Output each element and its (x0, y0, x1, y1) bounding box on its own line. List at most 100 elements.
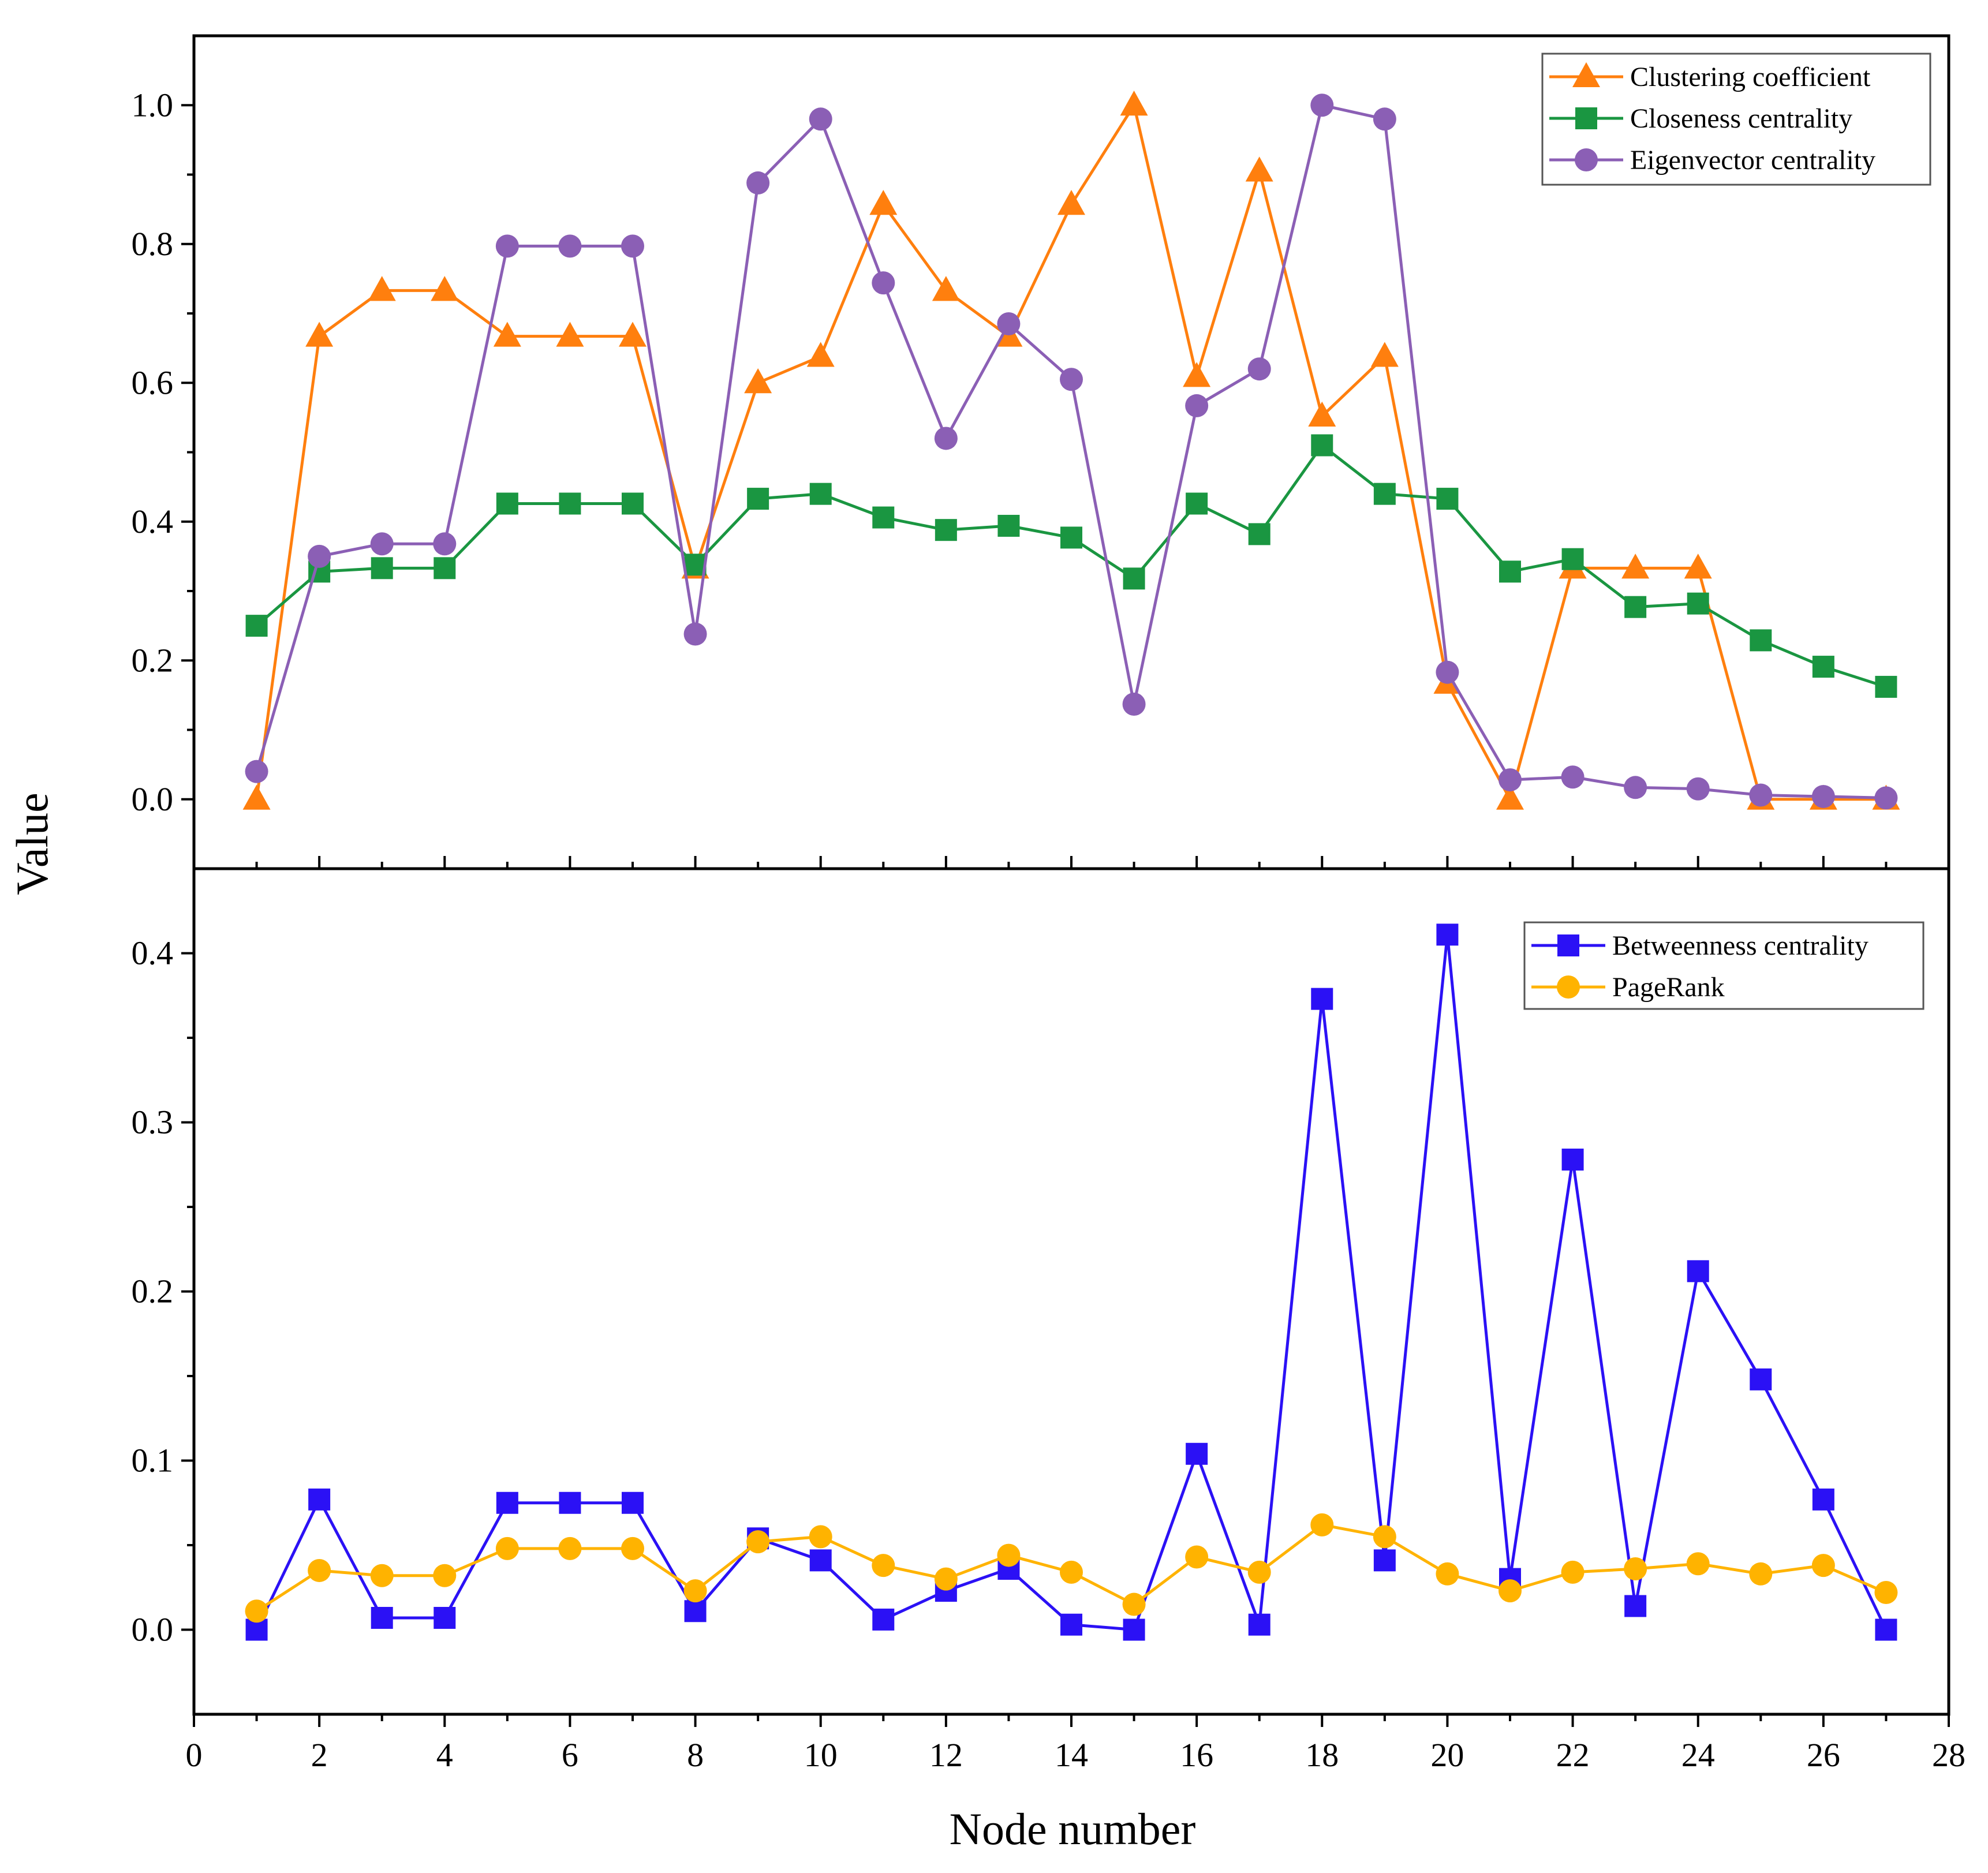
pagerank-point (621, 1536, 644, 1560)
closeness-centrality-point (371, 557, 393, 580)
x-tick-label: 20 (1430, 1736, 1464, 1774)
closeness-centrality-point (496, 492, 518, 515)
x-tick-label: 28 (1932, 1736, 1965, 1774)
pagerank-point (1436, 1562, 1459, 1586)
betweenness-centrality-point (308, 1488, 331, 1511)
x-tick-label: 18 (1305, 1736, 1339, 1774)
top-panel: 0.0 0.2 0.4 0.6 0.8 1.0 Clustering coefficient… (132, 34, 1950, 870)
eigenvector-centrality-legend-marker (1575, 148, 1598, 171)
closeness-centrality-point (1373, 483, 1396, 505)
clustering-coefficient-point (1120, 91, 1148, 116)
clustering-coefficient-point (1308, 401, 1336, 427)
betweenness-centrality-point (1436, 924, 1459, 946)
x-tick-label: 26 (1807, 1736, 1840, 1774)
betweenness-centrality-point (1624, 1595, 1647, 1617)
x-axis-title: Node number (950, 1804, 1196, 1854)
pagerank-point (1185, 1545, 1209, 1569)
clustering-coefficient-point (806, 342, 835, 367)
pagerank-point (1060, 1560, 1083, 1584)
eigenvector-centrality-point (1624, 776, 1647, 799)
betweenness-centrality-point (371, 1606, 393, 1629)
x-tick-label: 6 (562, 1736, 578, 1774)
pagerank-point (245, 1599, 268, 1623)
closeness-centrality-point (1060, 526, 1082, 549)
bottom-y-tick-label: 0.2 (132, 1273, 174, 1310)
eigenvector-centrality-point (308, 544, 331, 568)
pagerank-point (1247, 1560, 1271, 1584)
betweenness-centrality-point (1186, 1442, 1208, 1465)
top-y-tick-label: 0.2 (132, 641, 174, 679)
clustering-coefficient-point (431, 276, 459, 301)
closeness-centrality-point (1687, 592, 1709, 615)
pagerank-point (683, 1579, 707, 1603)
eigenvector-centrality-point (746, 171, 770, 195)
top-y-tick-label: 0.6 (132, 364, 174, 401)
pagerank-point (1499, 1579, 1522, 1603)
pagerank-point (1811, 1554, 1835, 1577)
betweenness-centrality-point (1687, 1260, 1709, 1283)
betweenness-centrality-point (1812, 1488, 1834, 1511)
eigenvector-centrality-point (1122, 693, 1146, 716)
clustering-coefficient-point (1057, 190, 1085, 215)
y-axis-title: Value (7, 792, 57, 895)
eigenvector-centrality-point (1373, 107, 1396, 131)
eigenvector-centrality-point (495, 234, 519, 258)
bottom-y-tick-label: 0.1 (132, 1442, 174, 1479)
top-y-tick-label: 0.4 (132, 503, 174, 540)
eigenvector-centrality-point (245, 760, 268, 783)
top-y-tick-label: 0.0 (132, 780, 174, 818)
closeness-centrality-point (1561, 548, 1584, 570)
betweenness-centrality-point (1123, 1618, 1145, 1641)
eigenvector-centrality-point (1499, 768, 1522, 792)
betweenness-centrality-point (622, 1491, 644, 1514)
pagerank-point (433, 1564, 457, 1587)
closeness-centrality-point (747, 488, 769, 510)
clustering-coefficient-point (1496, 784, 1524, 810)
closeness-centrality-point (1186, 492, 1208, 515)
clustering-coefficient-point (1621, 554, 1650, 579)
x-tick-label: 8 (687, 1736, 704, 1774)
pagerank-point (558, 1536, 582, 1560)
pagerank-point (1310, 1513, 1334, 1536)
closeness-centrality-point (245, 615, 268, 637)
eigenvector-centrality-point (872, 271, 895, 295)
eigenvector-centrality-point (1060, 368, 1083, 391)
pagerank-point (1122, 1592, 1146, 1616)
betweenness-centrality-point (1875, 1618, 1897, 1641)
pagerank-point (370, 1564, 394, 1587)
x-tick-label: 12 (929, 1736, 963, 1774)
clustering-coefficient-point (619, 321, 647, 347)
pagerank-point (308, 1558, 331, 1582)
eigenvector-centrality-point (997, 312, 1021, 336)
pagerank-point (1686, 1552, 1710, 1576)
clustering-coefficient-legend-marker (1572, 62, 1600, 87)
closeness-centrality-point (434, 557, 456, 580)
clustering-coefficient-legend-label: Clustering coefficient (1630, 62, 1871, 92)
pagerank-point (495, 1536, 519, 1560)
x-tick-label: 16 (1180, 1736, 1213, 1774)
x-tick-label: 24 (1681, 1736, 1715, 1774)
pagerank-point (746, 1530, 770, 1554)
betweenness-centrality-point (1060, 1613, 1082, 1636)
closeness-centrality-point (872, 506, 895, 529)
clustering-coefficient-point (1370, 342, 1399, 367)
closeness-centrality-point (622, 492, 644, 515)
closeness-centrality-point (1499, 560, 1521, 583)
betweenness-centrality-point (684, 1600, 707, 1622)
betweenness-centrality-point (1373, 1549, 1396, 1572)
eigenvector-centrality-point (683, 622, 707, 646)
eigenvector-centrality-point (934, 427, 958, 450)
x-tick-label: 4 (436, 1736, 453, 1774)
closeness-centrality-point (1812, 656, 1834, 678)
eigenvector-centrality-point (558, 234, 582, 258)
x-tick-label: 10 (804, 1736, 838, 1774)
closeness-centrality-point (997, 514, 1020, 537)
eigenvector-centrality-point (1436, 660, 1459, 684)
closeness-centrality-point (1311, 434, 1333, 457)
x-tick-label: 22 (1556, 1736, 1590, 1774)
closeness-centrality-point (1875, 675, 1897, 698)
eigenvector-centrality-point (1247, 357, 1271, 381)
betweenness-centrality-point (809, 1549, 832, 1572)
